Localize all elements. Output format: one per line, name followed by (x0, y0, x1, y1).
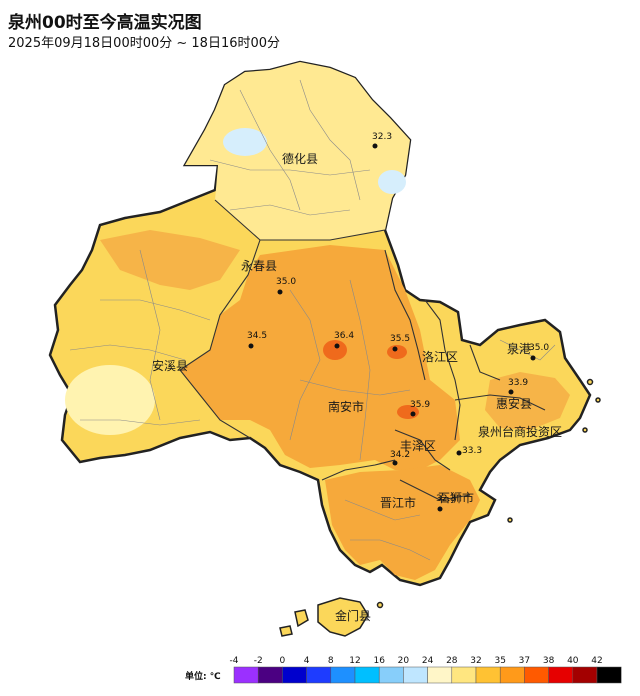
legend-swatch (354, 666, 380, 684)
legend-swatch (378, 666, 404, 684)
station-value-9: 33.3 (462, 446, 482, 456)
legend-tick-label: -4 (230, 656, 239, 666)
cooler-north-zone (185, 62, 410, 240)
hot-zone-central (180, 245, 460, 470)
legend-swatch (572, 666, 598, 684)
hottest-spot-1 (323, 340, 347, 360)
legend-swatch (596, 666, 622, 684)
legend-tick-label: 38 (543, 656, 555, 666)
legend-swatch (548, 666, 574, 684)
legend-swatch (257, 666, 283, 684)
county-label-anxi: 安溪县 (152, 358, 188, 373)
legend-tick-label: 24 (422, 656, 434, 666)
legend-tick-label: 16 (373, 656, 385, 666)
county-boundaries (179, 199, 546, 501)
blue-patch-north (223, 128, 267, 156)
county-label-fengze: 丰泽区 (400, 439, 436, 453)
county-label-shishi: 石狮市 (438, 490, 474, 505)
legend-tick-label: 35 (494, 656, 505, 666)
station-value-2: 35.0 (276, 277, 296, 287)
legend-swatch (451, 666, 477, 684)
legend-tick-label: -2 (254, 656, 263, 666)
hot-zone-west (100, 230, 240, 290)
legend-tick-label: 20 (398, 656, 410, 666)
station-value-8: 33.9 (508, 378, 528, 388)
county-label-luojiang: 洛江区 (422, 349, 458, 364)
legend-tick-label: 0 (280, 656, 286, 666)
station-value-4: 36.4 (334, 331, 354, 341)
station-value-11: 32.3 (436, 494, 456, 504)
county-labels: 德化县 永春县 安溪县 南安市 洛江区 泉港 惠安县 泉州台商投资区 丰泽区 晋… (152, 151, 562, 623)
legend-swatch (499, 666, 525, 684)
legend-tick-label: 37 (519, 656, 530, 666)
blue-patch-northeast (378, 170, 406, 194)
township-boundaries (69, 79, 556, 561)
hottest-spot-2 (387, 345, 407, 359)
county-label-huian: 惠安县 (496, 396, 532, 411)
county-label-nanan: 南安市 (328, 399, 364, 414)
legend-swatch (403, 666, 428, 684)
weather-stations: 32.3 35.0 34.5 36.4 35.5 35.9 35.0 33.9 … (247, 132, 549, 512)
legend-tick-label: 4 (304, 656, 310, 666)
legend-swatch (282, 666, 307, 684)
county-label-quangang: 泉港 (507, 342, 531, 356)
station-value-6: 35.9 (410, 400, 430, 410)
station-value-7: 35.0 (529, 343, 549, 353)
pale-patch-west (65, 365, 155, 435)
legend-swatch (475, 666, 501, 684)
legend-unit: 单位: ℃ (185, 672, 221, 682)
legend-swatch (233, 666, 259, 684)
legend-tick-label: 40 (567, 656, 579, 666)
station-value-3: 34.5 (247, 331, 267, 341)
coastal-islands (279, 378, 601, 637)
legend-tick-label: 42 (591, 656, 602, 666)
map-title: 泉州00时至今高温实况图 (8, 13, 202, 33)
county-label-dehua: 德化县 (282, 151, 318, 166)
station-value-1: 32.3 (372, 132, 392, 142)
legend-swatch (427, 666, 453, 684)
legend-swatch (330, 666, 356, 684)
legend-swatch (306, 666, 332, 684)
station-value-10: 34.2 (390, 450, 410, 460)
station-value-5: 35.5 (390, 334, 410, 344)
county-label-taishang: 泉州台商投资区 (478, 424, 562, 439)
hot-zone-south (325, 465, 480, 580)
legend-tick-label: 28 (446, 656, 458, 666)
legend-tick-label: 8 (328, 656, 334, 666)
legend-swatch (524, 666, 549, 684)
color-legend: -4 -2 0 4 8 12 16 20 24 28 32 35 37 38 40 42 (230, 656, 622, 684)
legend-tick-label: 12 (349, 656, 360, 666)
legend-tick-label: 32 (470, 656, 481, 666)
county-label-jinjiang: 晋江市 (380, 495, 416, 510)
county-label-jinmen: 金门县 (335, 608, 371, 623)
county-label-yongchun: 永春县 (241, 259, 277, 273)
map-subtitle: 2025年09月18日00时00分 ~ 18日16时00分 (8, 36, 281, 51)
